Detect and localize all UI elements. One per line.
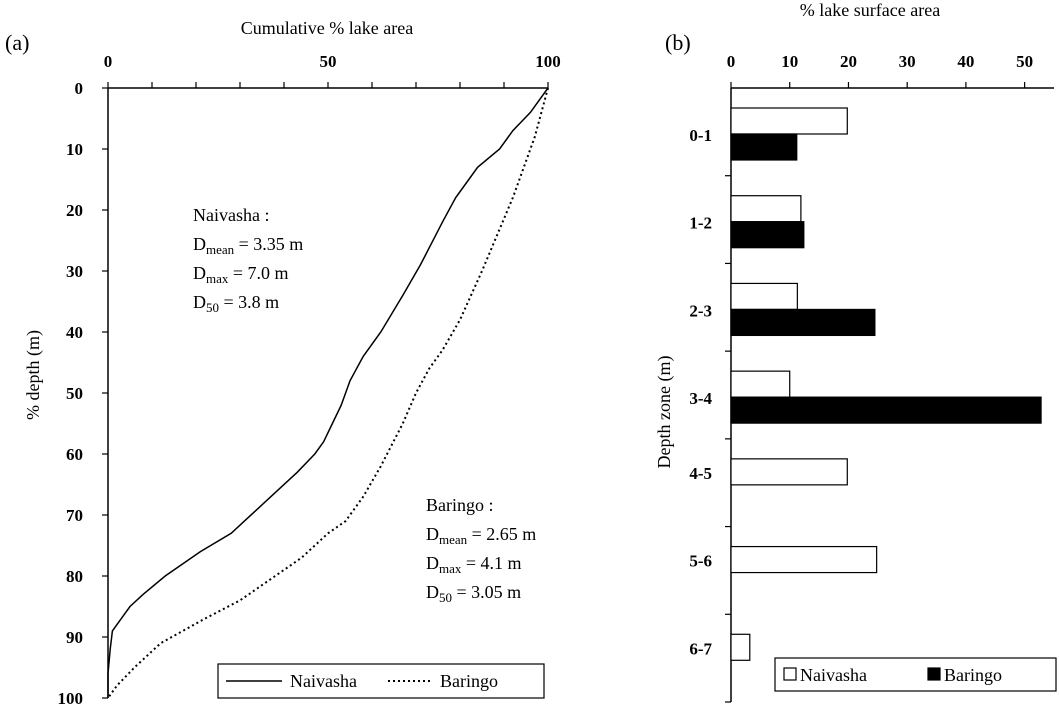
panel-b-label: (b) [665,30,691,55]
bar-naivasha [730,633,751,661]
panel-a-y-tick-label: 90 [66,628,83,647]
annotation-baringo-title: Baringo : [426,495,494,515]
panel-a-y-tick-label: 80 [66,567,83,586]
annotation-naivasha-stat: D50 = 3.8 m [193,292,279,315]
annotation-baringo-stat: Dmax = 4.1 m [426,553,522,576]
panel-b-x-tick-label: 20 [840,52,857,71]
legend-baringo-swatch [927,667,941,681]
panel-a-legend: Naivasha Baringo [217,663,545,699]
bar-baringo [730,396,1042,424]
bar-baringo [730,133,798,161]
panel-b-ticks: 0 10 20 30 40 50 0-1 1-2 2-3 3-4 4-5 5-6 6-7 [689,52,1054,703]
category-label: 1-2 [689,214,712,233]
panel-b-x-tick-label: 0 [727,52,736,71]
category-label: 5-6 [689,552,712,571]
panel-a-y-tick-label: 70 [66,506,83,525]
panel-a-x-tick-label: 100 [535,52,561,71]
series-naivasha-line [107,87,549,698]
category-label: 4-5 [689,464,712,483]
panel-a-label: (a) [5,30,29,55]
panel-b-legend-box [774,657,1057,692]
annotation-naivasha-stat: Dmean = 3.35 m [193,234,303,257]
annotation-naivasha-stat: Dmax = 7.0 m [193,263,289,286]
bar-naivasha [730,282,798,311]
bar-naivasha [730,195,802,223]
panel-b-y-axis-title: Depth zone (m) [654,356,675,469]
bar-naivasha [730,370,791,398]
panel-a-x-tick-label: 0 [104,52,113,71]
panel-a-x-tick-label: 50 [320,52,337,71]
panel-b-x-tick-label: 40 [957,52,974,71]
panel-a-y-tick-label: 100 [58,689,84,708]
category-label: 6-7 [689,639,712,658]
panel-a-annotations: Naivasha : Dmean = 3.35 m Dmax = 7.0 m D50 … [193,205,536,605]
panel-a-y-tick-label: 60 [66,445,83,464]
panel-b-legend: Naivasha Baringo [774,657,1057,692]
panel-a-y-tick-label: 40 [66,323,83,342]
legend-b-baringo-label: Baringo [944,665,1002,685]
bar-baringo [730,308,876,337]
series-baringo-line [107,87,549,699]
category-label: 3-4 [689,389,712,408]
bar-naivasha [730,107,848,135]
panel-a-y-axis-title: % depth (m) [23,330,44,420]
panel-a-y-tick-label: 10 [66,140,83,159]
panel-b-x-tick-label: 10 [781,52,798,71]
bar-baringo [730,221,805,249]
category-label: 0-1 [689,126,712,145]
bar-naivasha [730,458,848,486]
legend-b-naivasha-label: Naivasha [800,665,867,685]
panel-a-x-axis-title: Cumulative % lake area [241,18,413,38]
legend-naivasha-label: Naivasha [290,671,357,691]
bar-naivasha [730,545,878,574]
panel-b-x-tick-label: 50 [1016,52,1033,71]
panel-a-y-tick-label: 50 [66,384,83,403]
legend-baringo-label: Baringo [440,671,498,691]
panel-a-y-tick-label: 20 [66,201,83,220]
panel-a-y-tick-label: 30 [66,262,83,281]
panel-b-x-tick-label: 30 [899,52,916,71]
panel-b-bars [730,107,1042,661]
panel-a-ticks: 0 50 100 0 10 20 30 40 50 60 70 80 90 100 [58,52,561,708]
annotation-baringo-stat: Dmean = 2.65 m [426,524,536,547]
annotation-naivasha-title: Naivasha : [193,205,269,225]
panel-a-plot-area [107,87,549,699]
panel-a-y-tick-label: 0 [75,79,84,98]
category-label: 2-3 [689,301,712,320]
panel-b-x-axis-title: % lake surface area [800,0,940,20]
legend-naivasha-swatch [783,667,797,681]
annotation-baringo-stat: D50 = 3.05 m [426,582,521,605]
